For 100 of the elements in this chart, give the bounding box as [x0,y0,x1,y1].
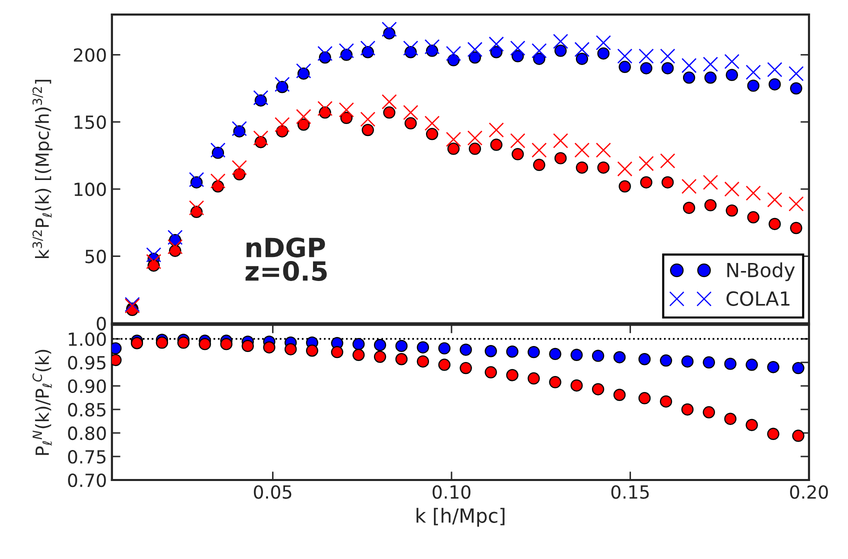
point [570,379,583,392]
y-tick-label: 0.95 [68,356,106,370]
point [352,348,365,361]
point [210,142,226,158]
point [468,51,482,64]
point [146,254,162,270]
point [274,76,290,92]
point [662,176,674,188]
point [613,351,626,364]
x-tick-label: 0.15 [611,485,649,499]
y-tick-label: 200 [74,48,106,62]
point [746,186,761,201]
point [395,340,408,352]
point [724,358,736,370]
point [382,22,397,37]
point [242,340,254,352]
point [403,104,418,120]
y-tick-label: 0.85 [68,402,106,417]
point [168,230,183,245]
point [638,353,651,366]
point [790,82,802,94]
point [724,54,740,70]
point [617,161,632,176]
y-axis-title: k$^{3/2}$P$_{ℓ}$(k) [(Mpc/h)$^{3/2}$] [32,80,53,258]
point [792,430,804,442]
point [512,50,524,62]
point [660,153,676,168]
point [682,178,697,194]
point [528,346,540,358]
point [438,342,450,354]
y-tick-label: 50 [85,250,106,264]
point [416,341,430,354]
point [447,142,460,155]
point [460,362,472,374]
point [576,52,588,65]
point [446,46,462,62]
point [726,68,738,82]
y-tick-label: 0.80 [68,426,106,440]
point [767,428,780,440]
point [724,412,736,425]
point [640,176,652,188]
point [788,196,804,212]
point [467,42,482,58]
point [488,122,504,138]
point [660,48,676,64]
point [640,62,652,74]
point [746,64,761,80]
point [338,102,354,118]
point [424,39,440,54]
point [490,138,502,151]
point [702,406,716,418]
y-tick-label: 100 [74,182,106,196]
point [490,46,502,58]
y-tick-label: 0 [96,316,106,330]
point [574,42,590,58]
point [352,338,365,350]
point [746,358,758,371]
point [232,121,247,136]
point [596,35,611,50]
point [682,72,696,84]
point [510,40,526,56]
point [374,350,386,363]
point [274,117,290,132]
point [438,358,450,371]
point [576,161,588,174]
point [284,343,297,356]
point [638,156,654,172]
point [338,43,354,58]
point [297,118,310,131]
point [533,52,546,65]
point [146,247,162,262]
point [681,403,694,416]
point [467,130,482,146]
point [638,392,651,404]
point [188,172,204,188]
point [253,90,268,106]
point [618,180,631,192]
point [767,62,782,78]
point [188,200,204,216]
point [340,112,353,124]
point [746,418,758,432]
point [724,182,740,197]
y-tick-label: 0.90 [68,379,106,394]
point [726,204,738,217]
point [395,353,408,366]
point [596,142,611,158]
x-tick-label: 0.20 [790,485,828,499]
point [210,173,226,189]
point [296,109,312,124]
point [767,192,782,208]
point [446,132,462,147]
point [747,211,760,224]
point [792,362,804,374]
point [662,62,674,74]
point [790,222,802,234]
point [360,40,376,56]
point [788,66,804,82]
x-axis-title: k [h/Mpc] [416,508,504,527]
point [618,60,631,74]
point [681,355,694,368]
